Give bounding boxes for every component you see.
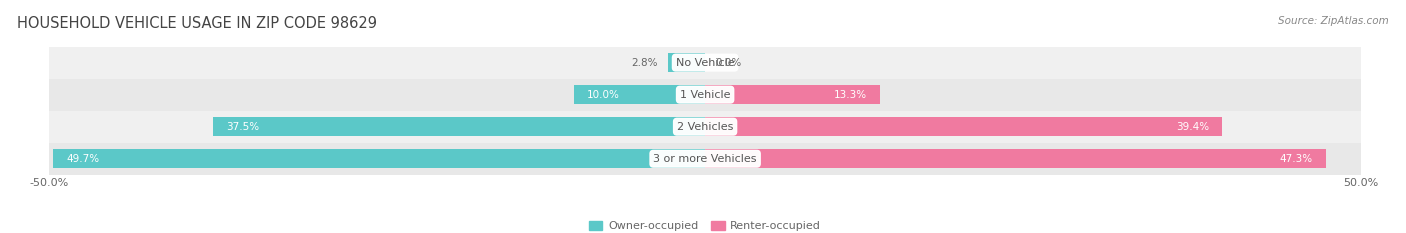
Text: 1 Vehicle: 1 Vehicle: [681, 90, 730, 100]
Bar: [706, 85, 880, 104]
Text: 0.0%: 0.0%: [716, 58, 742, 68]
Text: 2 Vehicles: 2 Vehicles: [676, 122, 734, 132]
Text: 49.7%: 49.7%: [66, 154, 100, 164]
Bar: [49, 79, 1361, 111]
Text: 47.3%: 47.3%: [1279, 154, 1312, 164]
Text: 13.3%: 13.3%: [834, 90, 866, 100]
Text: 2.8%: 2.8%: [631, 58, 658, 68]
Bar: [574, 85, 706, 104]
Bar: [53, 149, 706, 168]
Text: HOUSEHOLD VEHICLE USAGE IN ZIP CODE 98629: HOUSEHOLD VEHICLE USAGE IN ZIP CODE 9862…: [17, 16, 377, 31]
Bar: [668, 53, 706, 72]
Bar: [49, 143, 1361, 175]
Text: 10.0%: 10.0%: [588, 90, 620, 100]
Text: 39.4%: 39.4%: [1175, 122, 1209, 132]
Bar: [49, 47, 1361, 79]
Bar: [49, 111, 1361, 143]
Bar: [214, 117, 706, 136]
Text: No Vehicle: No Vehicle: [676, 58, 734, 68]
Legend: Owner-occupied, Renter-occupied: Owner-occupied, Renter-occupied: [585, 216, 825, 233]
Text: Source: ZipAtlas.com: Source: ZipAtlas.com: [1278, 16, 1389, 26]
Bar: [706, 117, 1222, 136]
Text: 37.5%: 37.5%: [226, 122, 260, 132]
Bar: [706, 149, 1326, 168]
Text: 3 or more Vehicles: 3 or more Vehicles: [654, 154, 756, 164]
